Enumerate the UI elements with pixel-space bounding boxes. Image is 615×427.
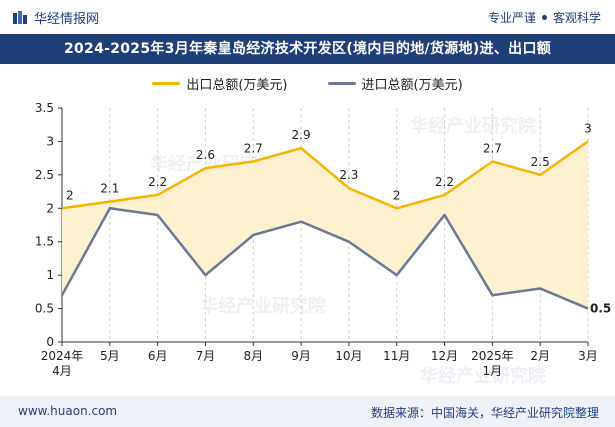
legend-label-export: 出口总额(万美元) [186,77,288,93]
x-tick-label: 12月 [431,349,458,363]
export-data-label: 2.1 [100,182,119,196]
legend-swatch-export [152,81,181,85]
export-data-label: 2 [66,188,74,202]
tagline-right: 客观科学 [552,11,601,25]
footer: www.huaon.com 数据来源：中国海关，华经产业研究院整理 [0,396,615,427]
export-data-label: 2.9 [292,128,311,142]
x-tick-label: 2024年 [41,349,84,363]
import-data-label: 0.5 [590,302,611,316]
y-tick-label: 3 [46,134,54,148]
import-series-line [60,207,589,310]
export-data-label: 2.2 [435,175,454,189]
tagline-left: 专业严谨 [487,11,536,25]
legend-label-import: 进口总额(万美元) [361,77,463,93]
x-tick-label: 8月 [243,349,263,363]
chart-title: 2024-2025年3月年秦皇岛经济技术开发区(境内目的地/货源地)进、出口额 [0,34,615,64]
x-tick-label: 9月 [291,349,311,363]
top-bar: 华经情报网 专业严谨 客观科学 [0,0,615,34]
legend: 出口总额(万美元) 进口总额(万美元) [0,72,615,94]
export-data-label: 2.2 [148,175,167,189]
legend-item-export: 出口总额(万美元) [152,72,288,94]
separator-dot-icon [541,15,547,20]
export-data-label: 2.6 [196,148,215,162]
x-tick-label: 7月 [196,349,216,363]
x-tick-label: 10月 [335,349,362,363]
export-data-label: 3 [584,121,592,135]
export-data-label: 2.7 [244,141,263,155]
area-between-series [62,141,588,309]
x-tick-label: 6月 [148,349,168,363]
brand: 华经情报网 [12,8,99,27]
x-tick-label: 5月 [100,349,120,363]
y-tick-label: 1 [46,268,54,282]
legend-swatch-import [327,81,356,85]
export-data-label: 2.3 [339,168,358,182]
tagline: 专业严谨 客观科学 [488,9,601,26]
x-tick-label: 3月 [578,349,598,363]
y-tick-label: 0.5 [35,302,54,316]
y-tick-label: 0 [46,335,54,349]
export-data-label: 2.5 [531,155,550,169]
y-tick-label: 2 [46,201,54,215]
footer-source: 数据来源：中国海关，华经产业研究院整理 [370,406,599,420]
x-tick-label: 4月 [52,364,72,378]
export-series-line [61,140,589,210]
x-tick-label: 1月 [483,364,503,378]
footer-website: www.huaon.com [18,404,118,418]
x-tick-label: 2025年 [471,349,514,363]
export-data-label: 2.7 [483,141,502,155]
y-tick-label: 2.5 [35,168,54,182]
export-data-label: 2 [393,188,401,202]
y-tick-label: 1.5 [35,235,54,249]
brand-logo-icon [13,10,27,24]
legend-item-import: 进口总额(万美元) [327,72,463,94]
y-tick-label: 3.5 [35,101,54,115]
x-tick-label: 2月 [530,349,550,363]
brand-name: 华经情报网 [34,12,100,27]
x-tick-label: 11月 [383,349,410,363]
